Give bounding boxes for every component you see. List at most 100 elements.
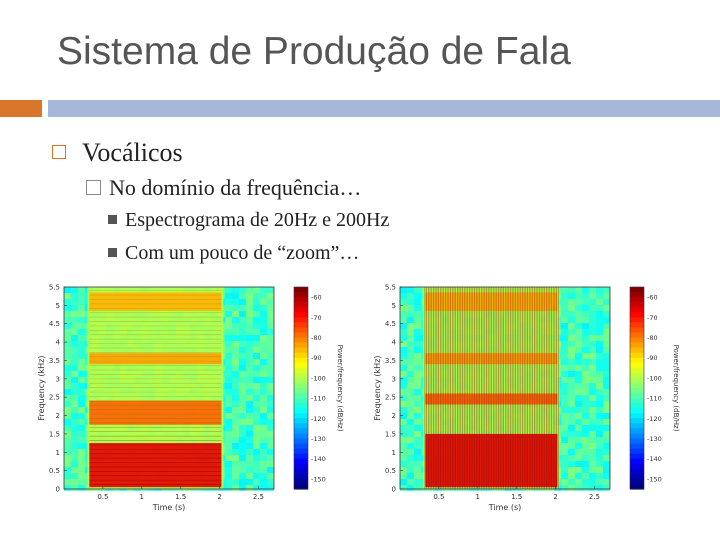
plot-frame xyxy=(399,286,611,490)
bullet-level3-2: Com um pouco de “zoom”… xyxy=(108,242,359,265)
colorbar-segment xyxy=(630,428,644,435)
colorbar-segment xyxy=(630,317,644,323)
colorbar-segment xyxy=(294,468,308,475)
y-tick-label: 3 xyxy=(392,375,396,383)
x-tick-label: 0.5 xyxy=(433,493,444,501)
colorbar-tick-label: -120 xyxy=(647,415,662,423)
harmonic-lines xyxy=(424,287,559,489)
y-tick-label: 2.5 xyxy=(49,394,60,402)
y-tick-label: 4 xyxy=(56,339,61,347)
colorbar-segment xyxy=(294,332,308,339)
colorbar-segment xyxy=(630,423,644,429)
checkbox-icon xyxy=(86,180,101,196)
colorbar-segment xyxy=(294,377,308,384)
colorbar-tick-label: -150 xyxy=(647,475,662,483)
bullet-level1: Vocálicos xyxy=(52,138,183,168)
colorbar-segment xyxy=(630,327,644,334)
y-axis-label: Frequency (kHz) xyxy=(37,356,46,421)
colorbar-label: Power/frequency (dB/Hz) xyxy=(336,345,344,432)
colorbar-segment xyxy=(294,292,308,298)
colorbar-segment xyxy=(630,418,644,424)
y-tick-label: 0 xyxy=(392,486,396,494)
colorbar-segment xyxy=(630,287,644,293)
y-tick-label: 5.5 xyxy=(49,284,60,292)
bullet-level2: No domínio da frequência… xyxy=(86,175,361,201)
colorbar-segment xyxy=(294,367,308,374)
colorbar-segment xyxy=(294,408,308,414)
hollow-square-icon xyxy=(52,145,66,160)
colorbar-tick-label: -80 xyxy=(311,334,322,342)
accent-bar-blue xyxy=(48,100,720,117)
x-tick-label: 1.5 xyxy=(175,493,186,501)
colorbar-segment xyxy=(294,287,308,293)
colorbar-segment xyxy=(294,312,308,318)
colorbar-segment xyxy=(294,307,308,313)
bullet-level1-text: Vocálicos xyxy=(82,138,183,167)
colorbar-segment xyxy=(630,408,644,414)
colorbar-tick-label: -70 xyxy=(311,314,322,322)
colorbar-segment xyxy=(630,337,644,344)
spectrogram-20hz: 0 0.5 1 1.5 2 2.5 3 3.5 4 4.5 5 5.5 0.5 1 1.5 2 2.5 Time … xyxy=(37,284,344,513)
colorbar-segment xyxy=(294,413,308,419)
energy-band xyxy=(425,353,558,365)
colorbar-segment xyxy=(294,458,308,465)
colorbar-frame xyxy=(629,286,645,490)
colorbar-segment xyxy=(294,478,308,485)
x-tick-label: 1 xyxy=(476,493,480,501)
energy-band xyxy=(425,292,558,311)
y-tick-label: 0.5 xyxy=(49,467,60,475)
colorbar-segment xyxy=(294,393,308,399)
y-tick-label: 3.5 xyxy=(49,357,60,365)
colorbar-segment xyxy=(630,382,644,389)
bullet-level3-text-2: Com um pouco de “zoom”… xyxy=(125,242,360,264)
y-tick-label: 1 xyxy=(56,449,60,457)
colorbar-segment xyxy=(294,327,308,334)
y-tick-label: 2 xyxy=(392,412,396,420)
colorbar-segment xyxy=(294,443,308,450)
colorbar-segment xyxy=(630,388,644,394)
filled-square-icon xyxy=(108,214,117,224)
y-tick-label: 0.5 xyxy=(385,467,396,475)
colorbar-segment xyxy=(294,347,308,354)
x-tick-label: 2 xyxy=(553,493,557,501)
colorbar-segment xyxy=(630,478,644,485)
harmonic-lines xyxy=(89,290,222,485)
colorbar-segment xyxy=(630,307,644,313)
bullet-level3-text-1: Espectrograma de 20Hz e 200Hz xyxy=(125,209,390,231)
colorbar-segment xyxy=(294,398,308,404)
y-tick-label: 5.5 xyxy=(385,284,396,292)
colorbar-segment xyxy=(294,382,308,389)
colorbar-segment xyxy=(630,453,644,460)
colorbar-tick-label: -130 xyxy=(311,435,326,443)
colorbar-segment xyxy=(630,342,644,349)
colorbar-tick-label: -150 xyxy=(311,475,326,483)
y-tick-label: 2.5 xyxy=(385,394,396,402)
colorbar-segment xyxy=(294,448,308,455)
colorbar-frame xyxy=(293,286,309,490)
slide-title: Sistema de Produção de Fala xyxy=(57,30,571,73)
x-tick-label: 0.5 xyxy=(97,493,108,501)
colorbar-segment xyxy=(630,448,644,455)
colorbar-segment xyxy=(294,473,308,480)
colorbar-segment xyxy=(630,377,644,384)
colorbar-tick-label: -60 xyxy=(647,294,658,302)
colorbar-segment xyxy=(294,322,308,328)
colorbar-segment xyxy=(630,297,644,303)
accent-divider xyxy=(48,117,720,119)
colorbar-tick-label: -120 xyxy=(311,415,326,423)
filled-square-icon xyxy=(108,247,117,257)
colorbar-tick-label: -130 xyxy=(647,435,662,443)
colorbar-segment xyxy=(630,413,644,419)
colorbar-tick-label: -140 xyxy=(647,455,662,463)
x-tick-label: 1 xyxy=(140,493,144,501)
colorbar-segment xyxy=(630,438,644,445)
x-tick-label: 2.5 xyxy=(253,493,264,501)
y-tick-label: 2 xyxy=(56,412,60,420)
colorbar-segment xyxy=(630,322,644,328)
colorbar-segment xyxy=(630,352,644,359)
colorbar-tick-label: -110 xyxy=(311,395,326,403)
colorbar-tick-label: -90 xyxy=(647,354,658,362)
colorbar-segment xyxy=(294,453,308,460)
bullet-level2-text: No domínio da frequência… xyxy=(109,175,362,200)
colorbar-segment xyxy=(294,317,308,323)
